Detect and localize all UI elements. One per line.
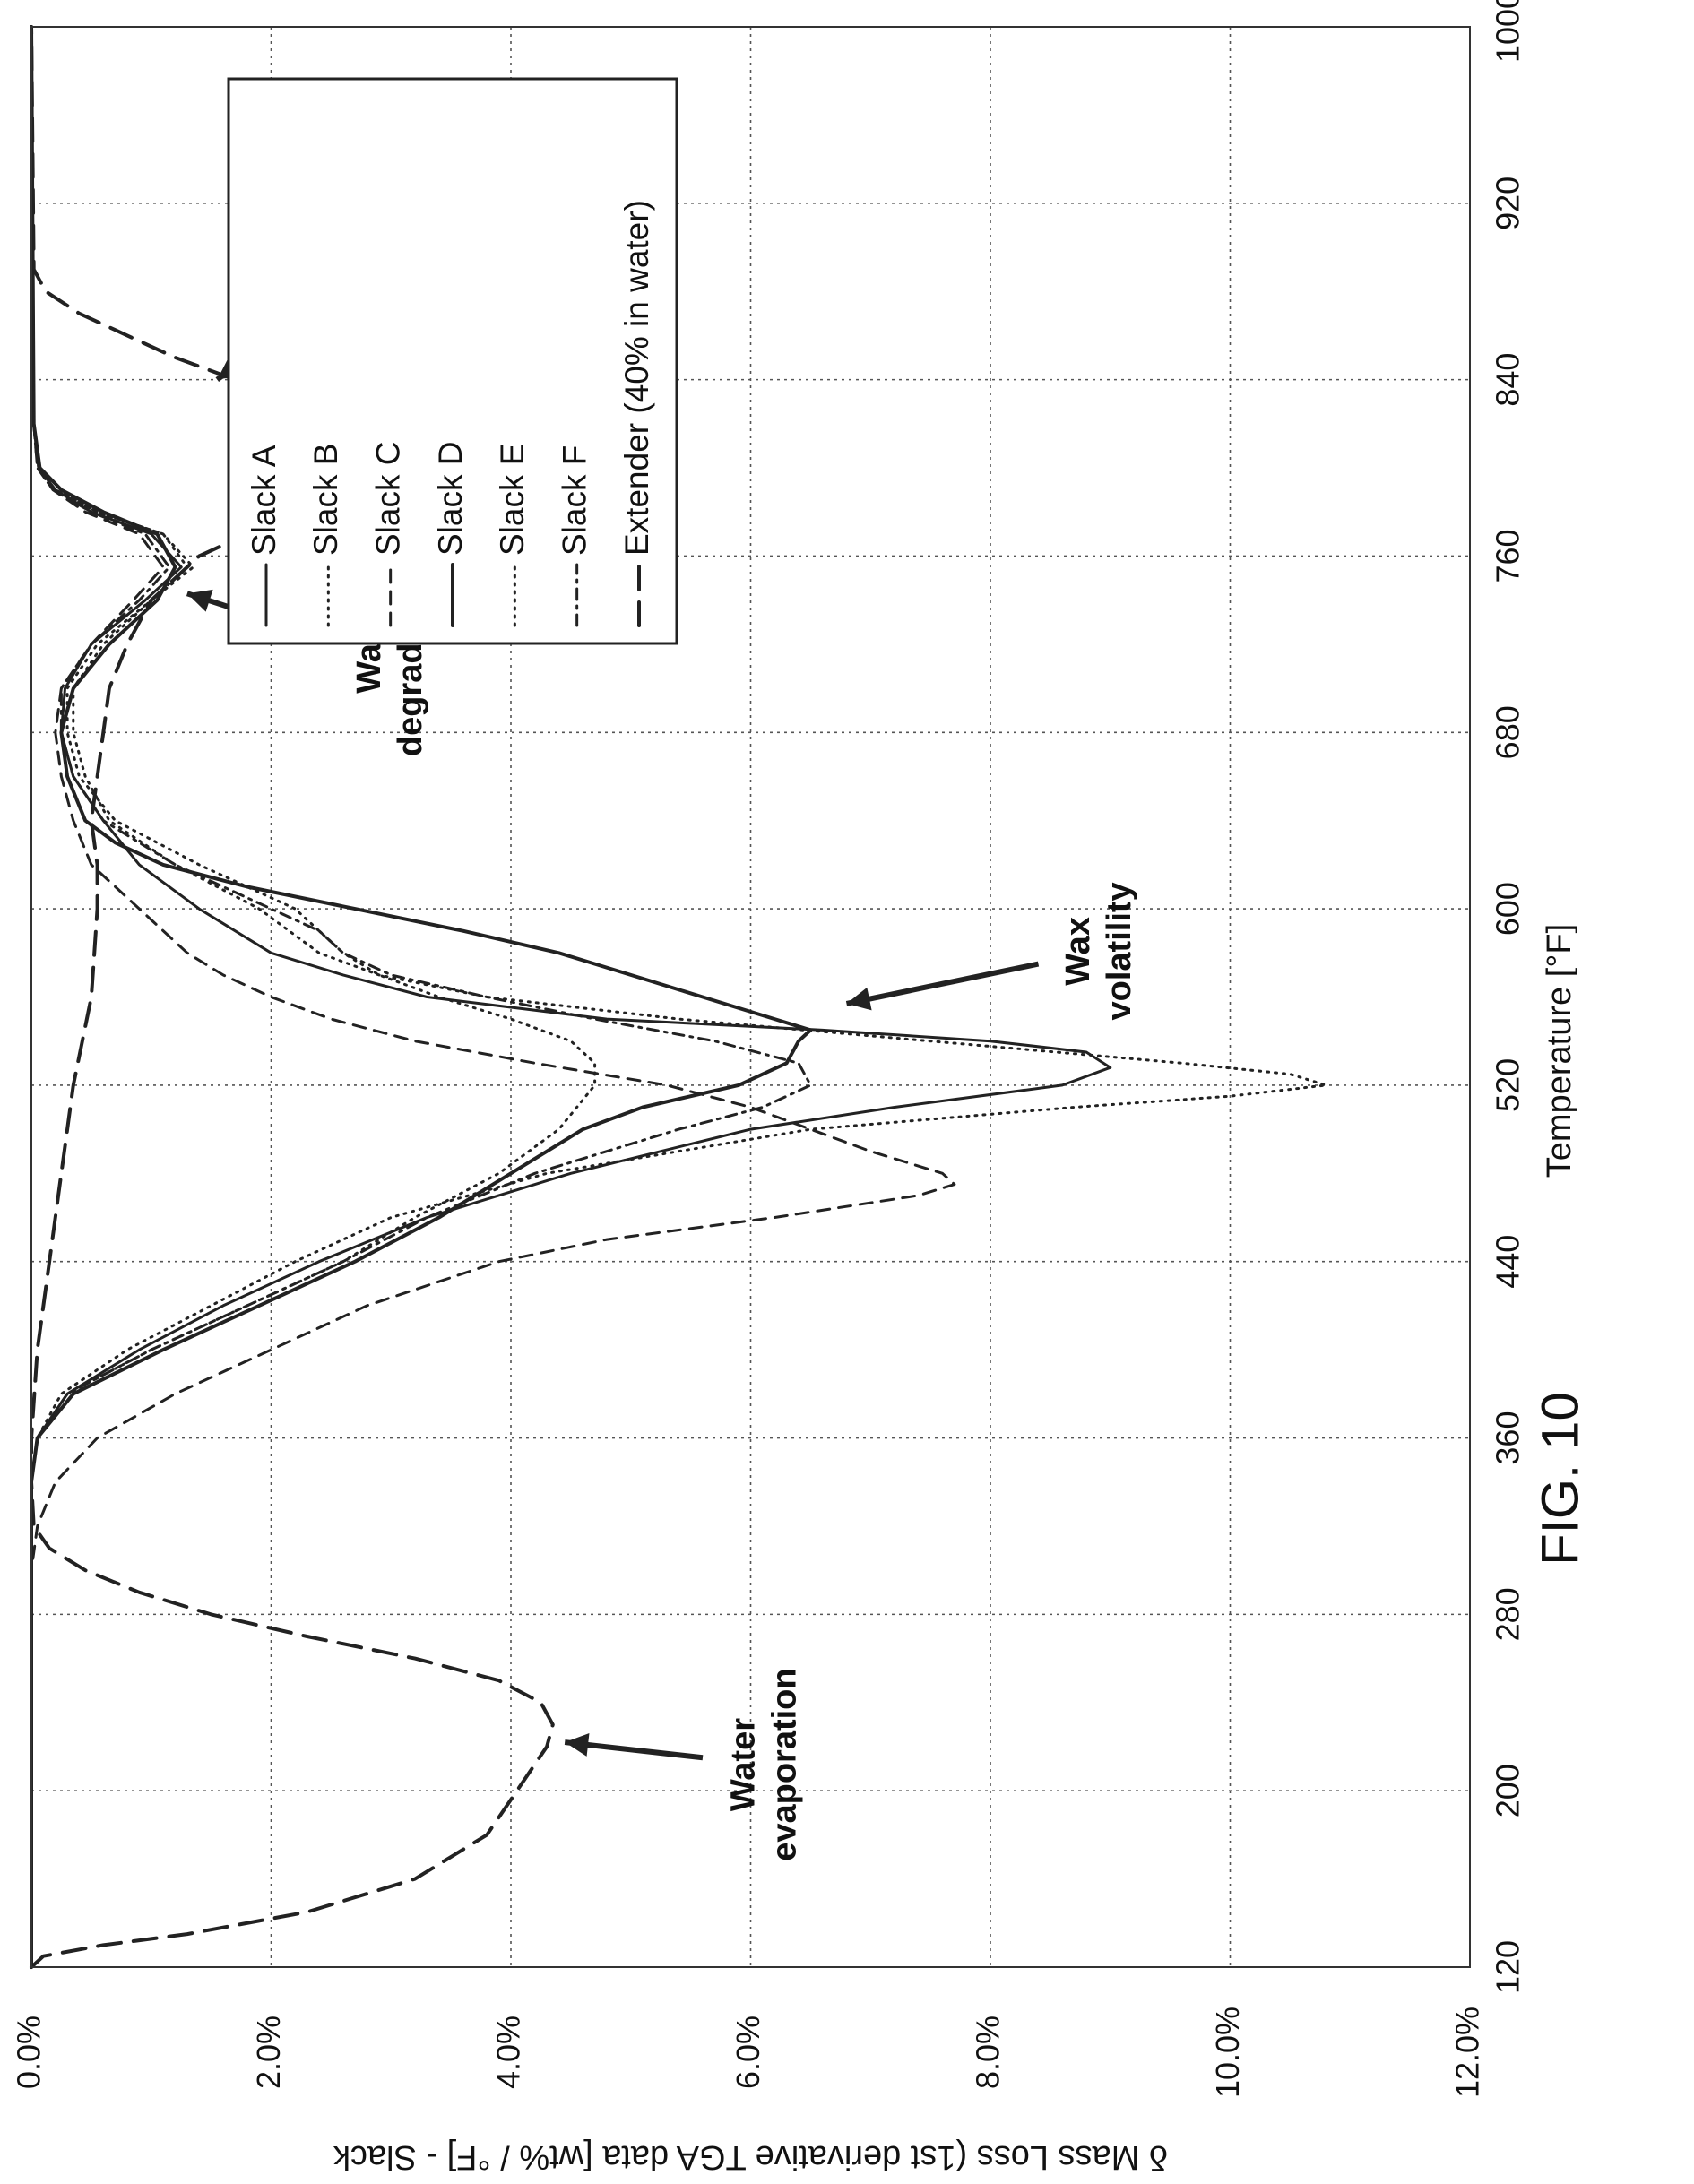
x-axis-title: Temperature [°F] [1541,924,1578,1178]
y-axis-title: δ Mass Loss (1st derivative TGA data [wt… [333,2138,1168,2176]
legend-label: Slack F [556,445,592,556]
x-tick-label: 360 [1490,1411,1526,1465]
series-line [30,25,597,1969]
y-tick-label: 10.0% [1209,2007,1246,2098]
legend-label: Slack B [307,444,344,556]
y-tick-label: 4.0% [490,2016,527,2089]
x-tick-label: 600 [1490,882,1526,936]
annotation-arrow [845,961,1040,1006]
x-tick-label: 280 [1490,1587,1526,1641]
x-tick-label: 840 [1490,353,1526,407]
y-tick-label: 12.0% [1449,2007,1486,2098]
chart: 120 200 280 360 440 520 600 680 760 840 920 1000 0.0… [11,0,1579,2176]
series-line [30,25,812,1969]
y-tick-label: 0.0% [11,2016,48,2089]
plot-border [30,26,1471,1968]
legend-label: Slack D [432,442,469,556]
legend-label: Slack C [369,442,406,556]
x-tick-label: 440 [1490,1235,1526,1289]
series-line [30,25,956,1969]
annotation-text: evaporation [766,1668,804,1860]
x-tick-label: 920 [1490,177,1526,230]
x-tick-label: 120 [1490,1940,1526,1994]
x-tick-label: 520 [1490,1058,1526,1112]
annotation-text: Water [725,1718,763,1811]
annotation-text: Wax [1059,917,1097,986]
annotation-arrowhead [565,1733,590,1757]
x-tick-label: 200 [1490,1764,1526,1817]
legend-label: Slack E [494,444,531,556]
figure-label: FIG. 10 [1531,1392,1589,1565]
legend-label: Extender (40% in water) [618,200,655,556]
y-tick-label: 2.0% [250,2016,287,2089]
x-tick-label: 760 [1490,529,1526,583]
y-tick-label: 6.0% [730,2016,766,2089]
annotation-arrowhead [186,589,213,612]
series-line [30,25,813,1969]
annotation-arrowhead [846,987,872,1011]
legend-box [227,77,678,645]
legend-label: Slack A [246,445,282,556]
legend: Slack A Slack B Slack C Slack D Slack E Slack… [227,77,678,645]
x-tick-label: 680 [1490,705,1526,759]
x-tick-label: 1000 [1490,0,1526,63]
y-tick-label: 8.0% [970,2016,1007,2089]
annotation-text: volatility [1101,882,1138,1020]
tick-labels: 120 200 280 360 440 520 600 680 760 840 920 1000 0.0… [11,0,1526,2098]
